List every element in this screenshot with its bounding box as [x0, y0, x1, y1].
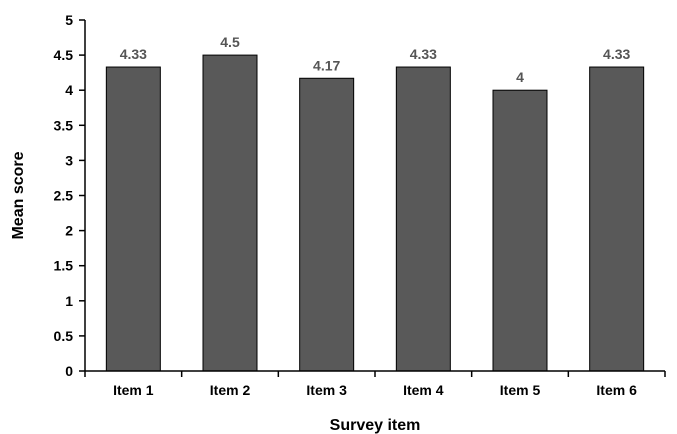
x-axis-title: Survey item [330, 417, 421, 434]
bar [203, 55, 257, 371]
y-tick-label: 1 [65, 293, 73, 309]
data-label: 4.33 [120, 46, 147, 62]
y-tick-label: 3 [65, 152, 73, 168]
bar [396, 67, 450, 371]
x-tick-label: Item 6 [596, 382, 637, 398]
bar [493, 90, 547, 371]
y-axis-ticks: 0 0.5 1 1.5 2 2.5 3 3.5 4 4.5 5 [54, 12, 85, 379]
y-axis-title: Mean score [10, 151, 27, 239]
y-tick-label: 1.5 [54, 258, 74, 274]
y-tick-label: 2 [65, 223, 73, 239]
x-tick-label: Item 1 [113, 382, 154, 398]
x-tick-label: Item 2 [210, 382, 251, 398]
data-label: 4.33 [410, 46, 437, 62]
bar [590, 67, 644, 371]
bar [300, 78, 354, 371]
x-tick-label: Item 3 [306, 382, 347, 398]
y-tick-label: 0 [65, 363, 73, 379]
y-tick-label: 3.5 [54, 117, 74, 133]
y-tick-label: 2.5 [54, 188, 74, 204]
x-tick-label: Item 5 [500, 382, 541, 398]
x-axis-ticks: Item 1 Item 2 Item 3 Item 4 Item 5 Item 6 [85, 371, 665, 398]
bars: 4.33 4.5 4.17 4.33 4 4.33 [106, 34, 643, 371]
bar [106, 67, 160, 371]
y-tick-label: 4.5 [54, 47, 74, 63]
y-tick-label: 5 [65, 12, 73, 28]
data-label: 4.5 [220, 34, 240, 50]
data-label: 4.17 [313, 57, 340, 73]
y-tick-label: 4 [65, 82, 73, 98]
x-tick-label: Item 4 [403, 382, 444, 398]
data-label: 4 [516, 69, 524, 85]
y-tick-label: 0.5 [54, 328, 74, 344]
data-label: 4.33 [603, 46, 630, 62]
